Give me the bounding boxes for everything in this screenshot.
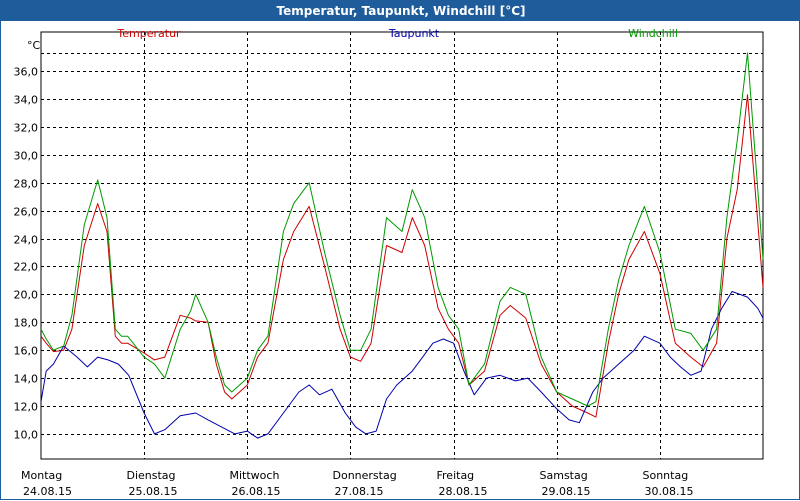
- x-day-label: Sonntag: [643, 469, 689, 482]
- plot-area-border: [40, 31, 764, 460]
- y-tick-label: 36,0: [14, 66, 39, 79]
- y-tick-label: 22,0: [14, 261, 39, 274]
- y-tick-label: 20,0: [14, 289, 39, 302]
- y-tick-label: 16,0: [14, 345, 39, 358]
- series-line-temperatur: [40, 94, 764, 418]
- legend-windchill: Windchill: [628, 27, 678, 40]
- x-date-label: 30.08.15: [645, 485, 694, 498]
- legend-taupunkt: Taupunkt: [388, 27, 440, 40]
- x-date-label: 25.08.15: [129, 485, 178, 498]
- x-day-label: Montag: [21, 469, 62, 482]
- x-date-label: 29.08.15: [542, 485, 591, 498]
- y-tick-label: 18,0: [14, 317, 39, 330]
- y-tick-label: 34,0: [14, 94, 39, 107]
- y-tick-label: 28,0: [14, 178, 39, 191]
- x-day-label: Donnerstag: [333, 469, 397, 482]
- y-tick-label: 24,0: [14, 234, 39, 247]
- y-tick-label: 26,0: [14, 206, 39, 219]
- x-date-label: 27.08.15: [335, 485, 384, 498]
- series-line-windchill: [40, 52, 764, 407]
- x-date-label: 28.08.15: [439, 485, 488, 498]
- y-tick-label: 30,0: [14, 150, 39, 163]
- x-day-label: Dienstag: [127, 469, 176, 482]
- x-date-label: 24.08.15: [23, 485, 72, 498]
- y-tick-label: 14,0: [14, 373, 39, 386]
- x-day-label: Mittwoch: [230, 469, 280, 482]
- x-date-label: 26.08.15: [232, 485, 281, 498]
- chart-title: Temperatur, Taupunkt, Windchill [°C]: [1, 1, 800, 21]
- x-day-label: Freitag: [437, 469, 475, 482]
- y-axis-unit-label: °C: [27, 39, 41, 52]
- y-tick-label: 32,0: [14, 122, 39, 135]
- y-tick-label: 12,0: [14, 401, 39, 414]
- line-chart: 10,0 12,0 14,0 16,0 18,0 20,0 22,0 24,0 26,0 28,0…: [14, 27, 764, 498]
- legend-temperatur: Temperatur: [116, 27, 181, 40]
- series-line-taupunkt: [40, 291, 764, 439]
- y-tick-label: 10,0: [14, 429, 39, 442]
- x-day-label: Samstag: [540, 469, 588, 482]
